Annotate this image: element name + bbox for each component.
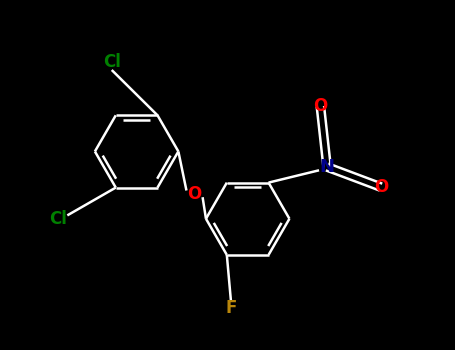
Text: F: F	[225, 299, 237, 317]
Text: O: O	[313, 97, 328, 116]
Text: O: O	[374, 178, 388, 196]
Text: O: O	[187, 185, 202, 203]
Text: N: N	[319, 158, 334, 176]
Text: Cl: Cl	[103, 53, 121, 71]
Text: Cl: Cl	[49, 210, 67, 228]
